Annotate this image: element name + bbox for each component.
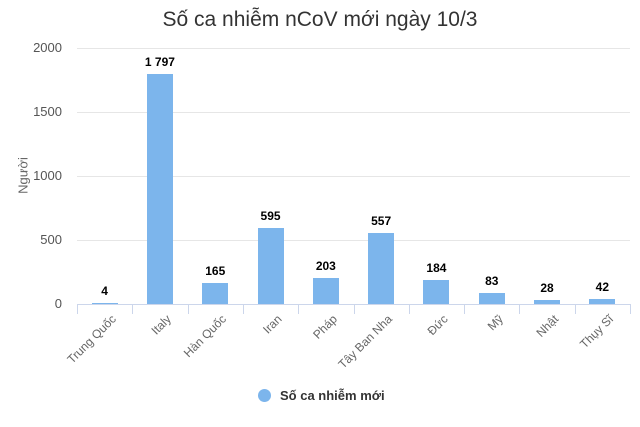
x-tick — [574, 304, 576, 314]
y-tick-label: 2000 — [33, 40, 62, 55]
bar[interactable] — [91, 303, 118, 304]
bar[interactable] — [312, 278, 339, 304]
x-tick-label: Hàn Quốc — [181, 312, 230, 361]
x-tick-label: Mỹ — [484, 312, 506, 334]
gridline — [77, 48, 630, 49]
legend-item[interactable]: Số ca nhiễm mới — [258, 388, 385, 403]
x-tick — [630, 304, 631, 314]
y-tick-label: 500 — [40, 232, 62, 247]
bar[interactable] — [257, 227, 284, 304]
bar[interactable] — [589, 298, 616, 304]
x-tick — [519, 304, 521, 314]
data-label: 203 — [315, 259, 336, 274]
x-tick — [298, 304, 300, 314]
data-label: 83 — [485, 274, 499, 289]
bar[interactable] — [534, 300, 561, 304]
x-tick-label: Tây Ban Nha — [335, 312, 396, 372]
gridline — [77, 112, 630, 113]
x-tick-label: Trung Quốc — [64, 312, 119, 367]
x-tick-label: Pháp — [310, 312, 340, 342]
bar[interactable] — [146, 73, 173, 304]
y-tick-label: 1500 — [33, 104, 62, 119]
data-label: 28 — [540, 281, 554, 296]
x-tick-label: Thụy Sĩ — [577, 312, 617, 352]
data-label: 165 — [205, 263, 226, 278]
x-tick-label: Đức — [424, 312, 451, 338]
bar[interactable] — [202, 282, 229, 304]
x-tick-label: Iran — [259, 312, 285, 337]
x-tick — [132, 304, 134, 314]
gridline — [77, 240, 630, 241]
gridline — [77, 176, 630, 177]
x-tick — [464, 304, 466, 314]
y-tick-label: 1000 — [33, 168, 62, 183]
data-label: 595 — [260, 208, 281, 223]
x-tick-label: Nhật — [533, 312, 561, 340]
x-tick-label: Italy — [148, 312, 174, 338]
chart-title: Số ca nhiễm nCoV mới ngày 10/3 — [162, 8, 478, 31]
data-label: 4 — [101, 284, 108, 299]
legend-marker-icon — [258, 389, 271, 402]
x-tick — [408, 304, 410, 314]
x-tick — [242, 304, 244, 314]
y-tick-label: 0 — [54, 296, 62, 311]
bar[interactable] — [423, 280, 450, 304]
data-label: 557 — [371, 213, 392, 228]
bar[interactable] — [368, 232, 395, 304]
x-tick — [77, 304, 78, 314]
data-label: 42 — [595, 279, 610, 294]
x-tick — [187, 304, 189, 314]
bar[interactable] — [478, 293, 505, 304]
x-tick — [353, 304, 355, 314]
data-label: 1 797 — [144, 54, 175, 69]
data-label: 184 — [426, 261, 447, 276]
legend-label: Số ca nhiễm mới — [280, 388, 385, 403]
